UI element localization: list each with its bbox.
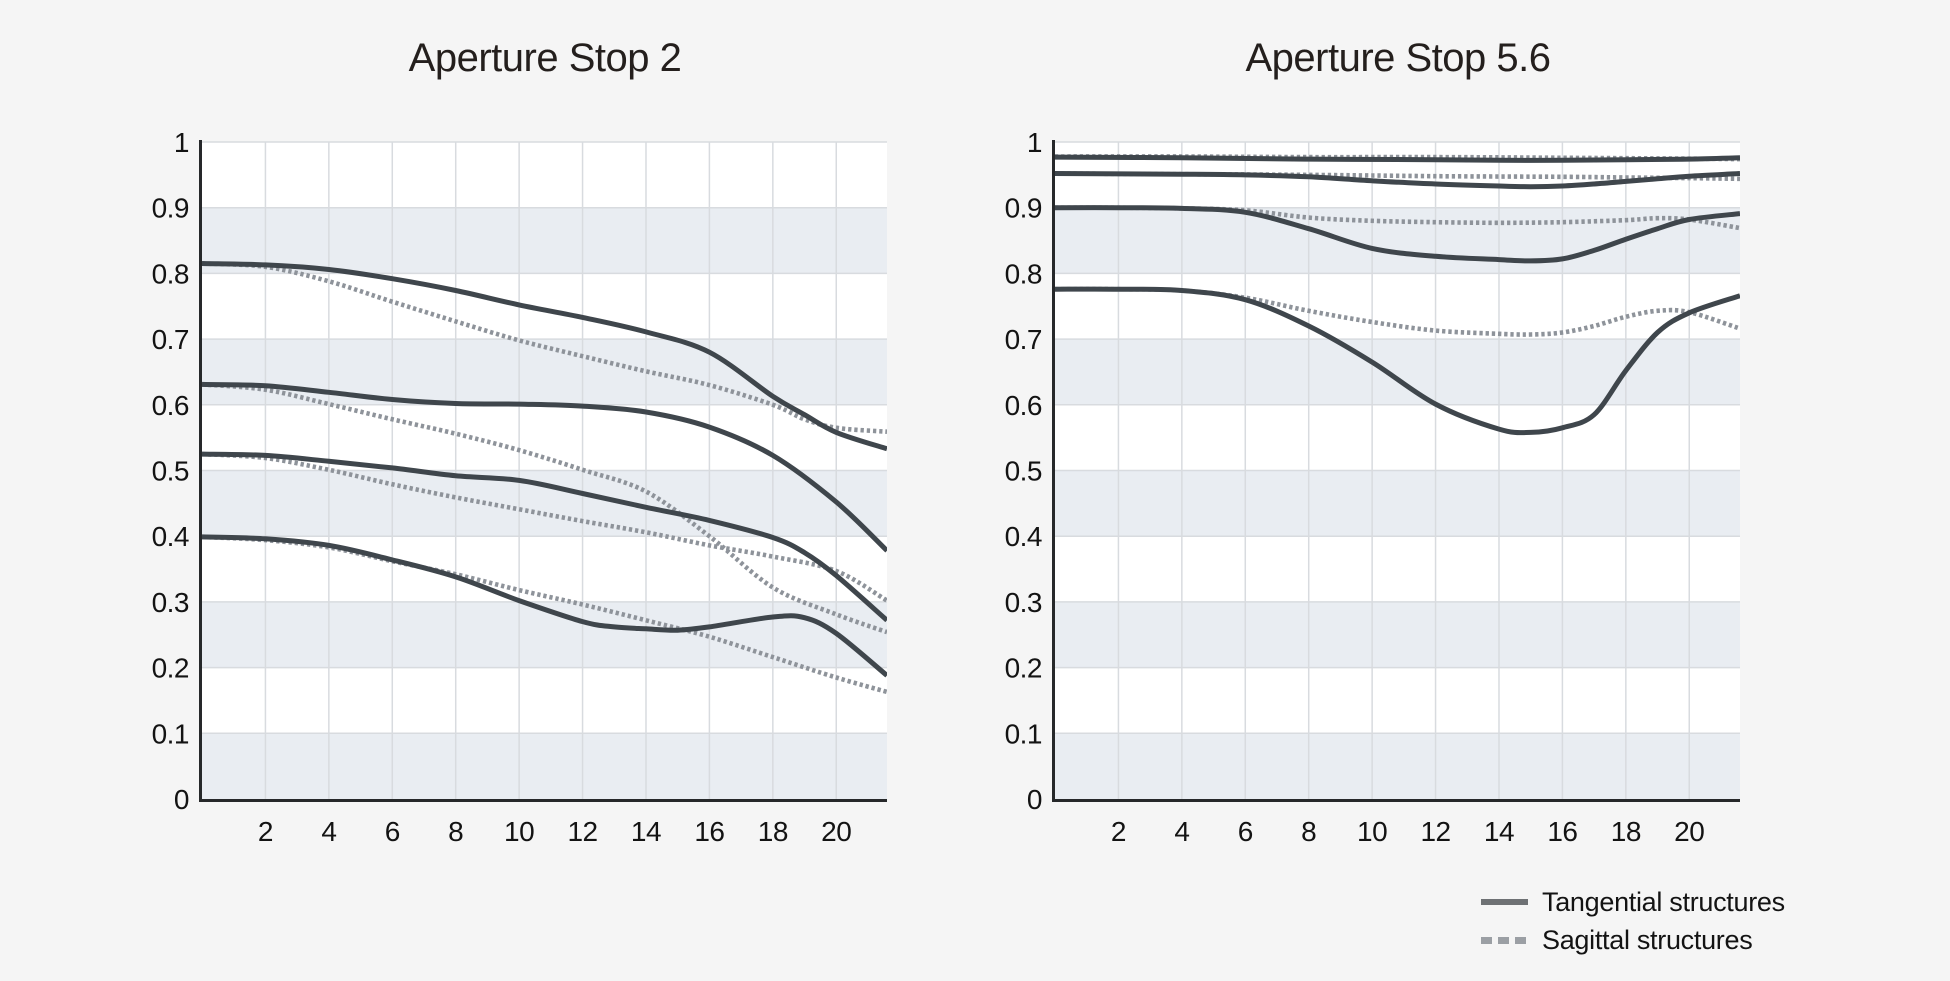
curve-tangential-2-panel1: [202, 381, 887, 553]
curve-tangential-2-panel2: [1055, 171, 1740, 190]
curve-tangential-4-panel2: [1055, 286, 1740, 436]
x-tick-label: 8: [1301, 816, 1316, 847]
chart-title-aperture-5-6: Aperture Stop 5.6: [1245, 36, 1551, 80]
x-tick-label: 6: [385, 816, 400, 847]
shaded-band: [202, 207, 887, 274]
y-tick-label: 0.6: [152, 390, 189, 421]
y-tick-label: 0.7: [152, 324, 189, 355]
chart-panel-1: 00.10.20.30.40.50.60.70.80.912 4 6 8 10 12 14 1…: [152, 127, 887, 847]
y-tick-label: 1: [1027, 127, 1042, 158]
chart-title-aperture-2: Aperture Stop 2: [408, 36, 682, 80]
curves-2: [1055, 154, 1740, 436]
legend-item-sagittal: Sagittal structures: [1481, 921, 1785, 959]
x-tick-label: 18: [758, 816, 788, 847]
y-tick-label: 0.3: [1005, 587, 1042, 618]
x-tick-label: 8: [448, 816, 463, 847]
x-tick-label: 12: [1420, 816, 1450, 847]
curve-tangential-3-panel2: [1055, 205, 1740, 264]
sagittal-line-swatch-icon: [1481, 936, 1528, 944]
shaded-band: [202, 733, 887, 799]
y-tick-label: 0.4: [152, 521, 189, 552]
x-tick-label: 10: [504, 816, 534, 847]
x-tick-label: 18: [1611, 816, 1641, 847]
x-tick-label: 16: [694, 816, 724, 847]
curve-sagittal-1-panel1: [202, 261, 887, 434]
y-tick-label: 0.5: [152, 456, 189, 487]
x-tick-label: 4: [1174, 816, 1189, 847]
x-tick-label: 16: [1547, 816, 1577, 847]
y-tick-label: 0.1: [1005, 718, 1042, 749]
tangential-line-swatch-icon: [1481, 899, 1528, 905]
chart-panel-2: 00.10.20.30.40.50.60.70.80.912 4 6 8 10 12 14 1…: [1005, 127, 1740, 847]
x-tick-label: 4: [321, 816, 336, 847]
y-tick-label: 0.1: [152, 718, 189, 749]
curves-1: [202, 261, 887, 695]
x-tick-label: 2: [1111, 816, 1126, 847]
x-tick-label: 10: [1357, 816, 1387, 847]
x-tick-label: 14: [1484, 816, 1514, 847]
shaded-band: [1055, 470, 1740, 537]
shaded-band: [1055, 733, 1740, 799]
y-tick-label: 1: [174, 127, 189, 158]
y-tick-label: 0.8: [152, 258, 189, 289]
y-tick-label: 0.4: [1005, 521, 1042, 552]
x-tick-label: 6: [1238, 816, 1253, 847]
legend-label-tangential: Tangential structures: [1542, 886, 1785, 917]
x-tick-label: 2: [258, 816, 273, 847]
y-tick-label: 0.8: [1005, 258, 1042, 289]
legend-item-tangential: Tangential structures: [1481, 883, 1785, 921]
y-tick-label: 0.9: [152, 193, 189, 224]
curve-tangential-3-panel1: [202, 451, 887, 623]
legend: Tangential structures Sagittal structure…: [1481, 883, 1785, 959]
y-tick-label: 0: [1027, 784, 1042, 815]
curve-tangential-4-panel1: [202, 534, 887, 678]
x-tick-label: 12: [567, 816, 597, 847]
x-tick-label: 20: [821, 816, 851, 847]
y-tick-label: 0.2: [152, 653, 189, 684]
y-tick-label: 0.9: [1005, 193, 1042, 224]
x-tick-label: 20: [1674, 816, 1704, 847]
y-tick-label: 0.7: [1005, 324, 1042, 355]
curve-sagittal-2-panel1: [202, 382, 887, 635]
curve-sagittal-3-panel1: [202, 451, 887, 603]
legend-label-sagittal: Sagittal structures: [1542, 924, 1753, 955]
y-tick-label: 0.5: [1005, 456, 1042, 487]
y-tick-label: 0.6: [1005, 390, 1042, 421]
curve-tangential-1-panel1: [202, 261, 887, 452]
y-tick-label: 0: [174, 784, 189, 815]
curve-tangential-1-panel2: [1055, 154, 1740, 163]
shaded-band: [1055, 601, 1740, 668]
y-tick-label: 0.2: [1005, 653, 1042, 684]
shaded-band: [202, 470, 887, 537]
shaded-band: [1055, 339, 1740, 405]
y-tick-label: 0.3: [152, 587, 189, 618]
x-tick-label: 14: [631, 816, 661, 847]
